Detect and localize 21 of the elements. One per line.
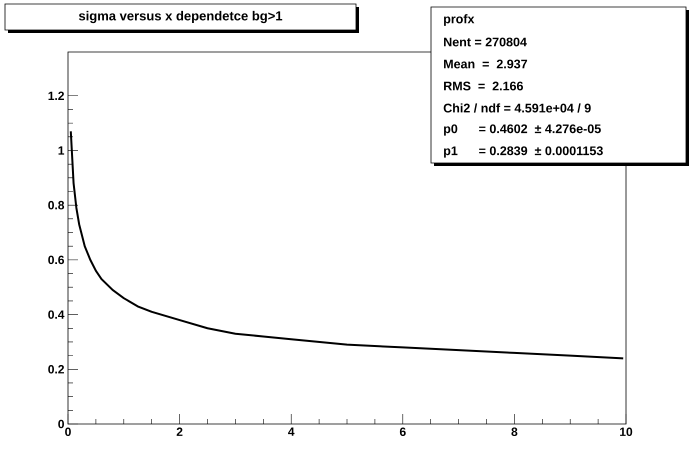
- y-tick-label: 0.6: [48, 256, 64, 264]
- text: Nent = 270804: [444, 38, 527, 46]
- annotation: Chi2 / ndf = 4.591e+04 / 9: [444, 103, 591, 113]
- x-tick-label: 2: [176, 428, 182, 436]
- y-tick-label: 0: [58, 420, 64, 428]
- x-tick-label: 8: [511, 428, 518, 436]
- y-tick-label: 0.4: [48, 310, 64, 319]
- y-tick-label: 0.2: [48, 365, 64, 374]
- annotation: RMS = 2.166: [444, 82, 523, 90]
- text: profx: [444, 14, 474, 26]
- y-tick-label: 1: [58, 146, 64, 155]
- x-tick-label: 4: [288, 428, 294, 436]
- x-tick-label: 6: [400, 428, 406, 436]
- y-tick-label: 1.2: [48, 92, 64, 100]
- y-tick-label: 0.8: [48, 200, 64, 210]
- annotation: p1 = 0.2839 ± 0.0001153: [444, 146, 603, 158]
- x-tick-label: 0: [65, 428, 71, 436]
- annotation: p0 = 0.4602 ± 4.276e-05: [444, 124, 601, 136]
- chart-title: sigma versus x dependetce bg>1: [78, 10, 282, 24]
- x-tick-label: 10: [620, 428, 632, 436]
- annotation: Mean = 2.937: [444, 60, 528, 68]
